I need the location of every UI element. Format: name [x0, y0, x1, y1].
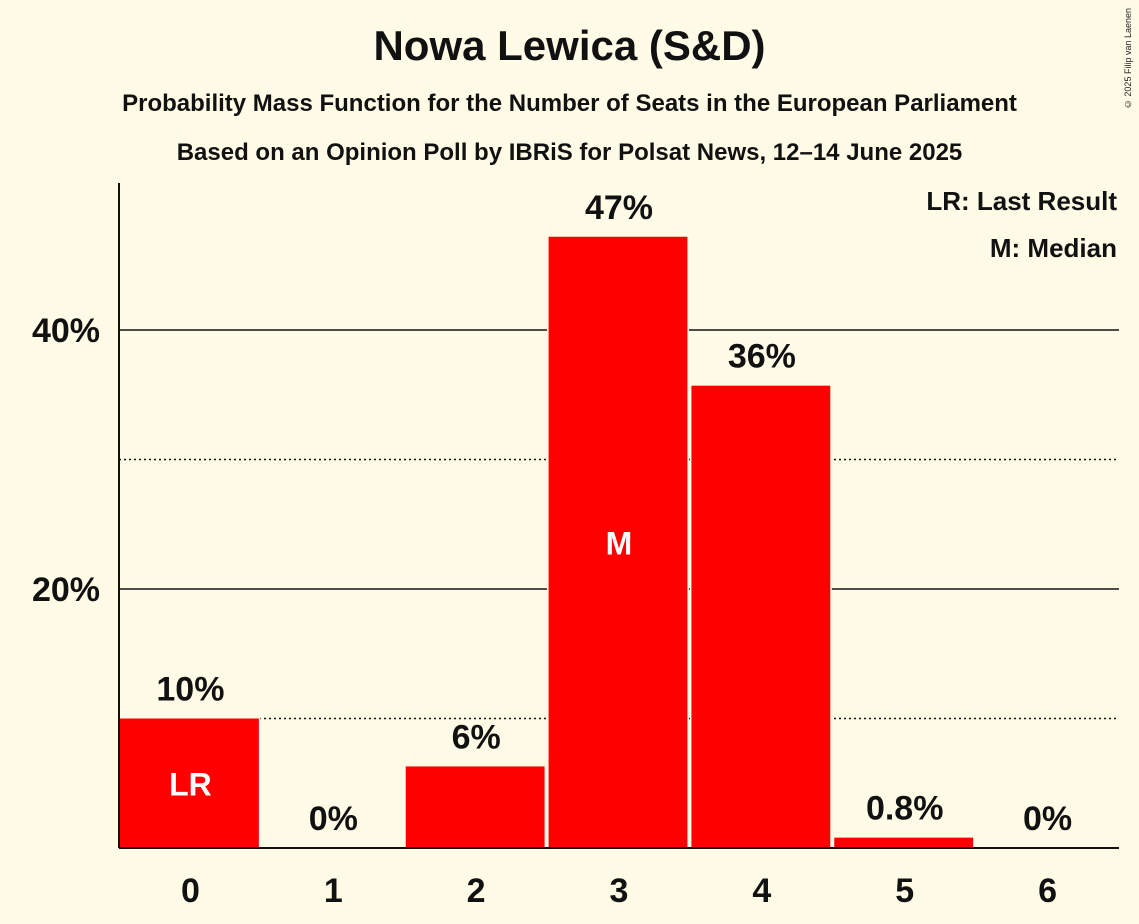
chart-subtitle: Probability Mass Function for the Number…: [122, 90, 1017, 117]
last-result-marker: LR: [169, 766, 212, 802]
bar-5: [832, 836, 975, 850]
x-tick-label: 4: [752, 872, 771, 910]
median-marker: M: [606, 525, 633, 561]
x-tick-label: 5: [895, 872, 914, 910]
value-labels: 10% LR 0% 6% 47% M 36% 0.8% 0%: [156, 189, 1072, 838]
value-label: 0.8%: [866, 790, 944, 828]
value-label: 0%: [1023, 800, 1072, 838]
legend-median: M: Median: [990, 233, 1117, 263]
bar-3: [547, 235, 689, 850]
x-tick-label: 1: [324, 872, 343, 910]
bars: [118, 235, 975, 850]
x-tick-label: 6: [1038, 872, 1057, 910]
value-label: 0%: [309, 800, 358, 838]
legend-last-result: LR: Last Result: [926, 186, 1117, 216]
value-label: 36%: [728, 338, 796, 376]
bar-2: [404, 764, 547, 850]
chart-source: Based on an Opinion Poll by IBRiS for Po…: [176, 139, 963, 166]
value-label: 47%: [585, 189, 653, 227]
y-tick-label: 20%: [32, 571, 100, 609]
y-tick-label: 40%: [32, 312, 100, 350]
bar-4: [689, 384, 832, 850]
x-tick-label: 0: [181, 872, 200, 910]
chart-title: Nowa Lewica (S&D): [373, 22, 766, 69]
value-label: 10%: [156, 671, 224, 709]
axes: 20% 40% 0 1 2 3 4 5 6: [32, 183, 1119, 910]
value-label: 6%: [452, 718, 501, 756]
x-tick-label: 3: [610, 872, 629, 910]
x-tick-label: 2: [467, 872, 486, 910]
